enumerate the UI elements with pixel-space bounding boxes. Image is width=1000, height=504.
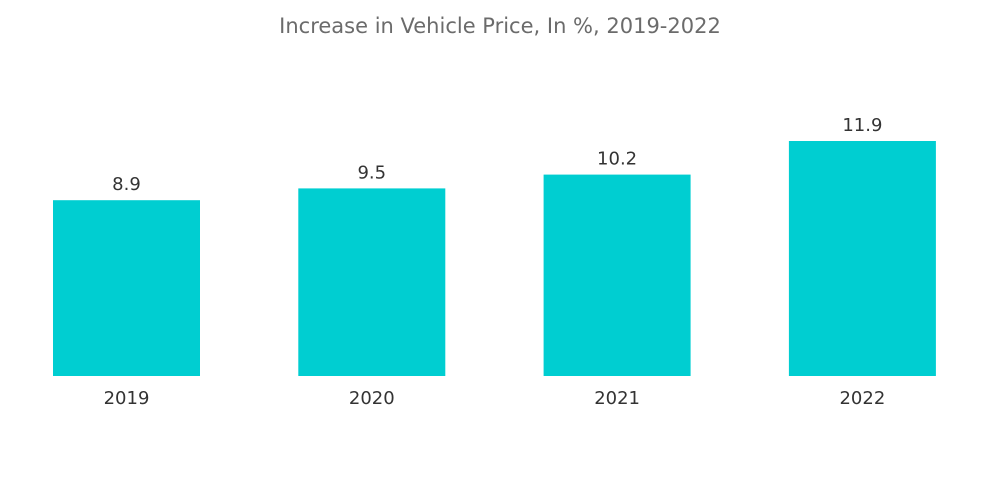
value-label-2019: 8.9	[112, 174, 141, 195]
value-label-2020: 9.5	[357, 162, 386, 183]
bar-2022	[788, 141, 936, 376]
chart-title: Increase in Vehicle Price, In %, 2019-20…	[279, 14, 721, 38]
bar-2020	[298, 188, 446, 376]
value-label-2021: 10.2	[597, 149, 637, 170]
bar-2019	[53, 200, 200, 376]
bar-2021	[543, 174, 691, 376]
value-label-2022: 11.9	[842, 115, 882, 136]
x-tick-label-2022: 2022	[839, 388, 885, 409]
x-tick-label-2020: 2020	[349, 388, 395, 409]
x-tick-label-2021: 2021	[594, 388, 640, 409]
x-tick-label-2019: 2019	[104, 388, 150, 409]
